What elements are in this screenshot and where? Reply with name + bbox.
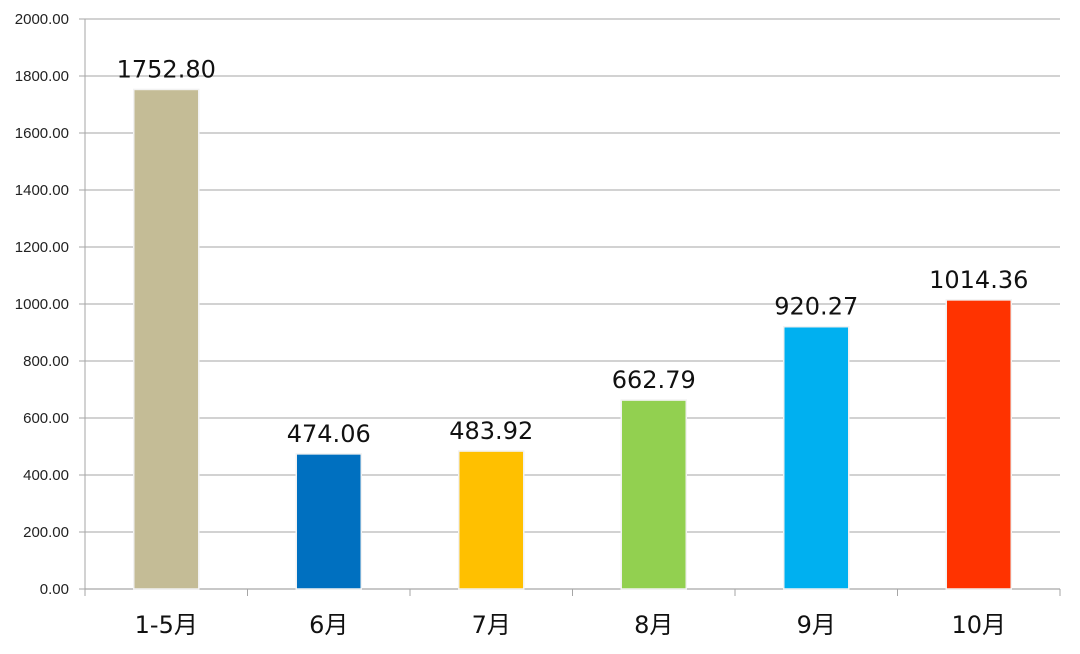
y-tick-label: 600.00	[23, 410, 69, 427]
x-tick-label: 10月	[951, 611, 1006, 639]
bar	[133, 88, 200, 590]
bar	[295, 453, 362, 590]
y-tick-label: 0.00	[40, 581, 69, 598]
axes	[79, 18, 1061, 596]
y-tick-label: 1600.00	[15, 125, 69, 142]
gridlines	[85, 18, 1060, 533]
y-tick-label: 1200.00	[15, 239, 69, 256]
x-tick-label: 8月	[634, 611, 673, 639]
y-tick-label: 1800.00	[15, 68, 69, 85]
bar	[945, 299, 1012, 590]
data-label: 483.92	[449, 417, 533, 445]
data-label: 1014.36	[929, 266, 1028, 294]
y-tick-label: 1400.00	[15, 182, 69, 199]
bars	[133, 88, 1012, 590]
x-tick-label: 9月	[797, 611, 836, 639]
x-tick-label: 7月	[472, 611, 511, 639]
data-label: 662.79	[612, 366, 696, 394]
y-tick-label: 200.00	[23, 524, 69, 541]
x-tick-label: 6月	[309, 611, 348, 639]
y-tick-label: 2000.00	[15, 11, 69, 28]
y-tick-label: 1000.00	[15, 296, 69, 313]
data-label: 920.27	[774, 293, 858, 321]
y-tick-label: 800.00	[23, 353, 69, 370]
bar	[458, 450, 525, 590]
data-label: 474.06	[287, 420, 371, 448]
bar	[620, 399, 687, 590]
bar	[783, 325, 850, 590]
x-tick-label: 1-5月	[135, 611, 198, 639]
y-tick-label: 400.00	[23, 467, 69, 484]
data-labels: 1752.80 474.06 483.92 662.79 920.27 1014.36	[117, 55, 1029, 447]
x-tick-labels: 1-5月 6月 7月 8月 9月 10月	[135, 611, 1006, 639]
data-label: 1752.80	[117, 55, 216, 83]
y-tick-labels: 0.00 200.00 400.00 600.00 800.00 1000.00 1200.…	[15, 11, 69, 598]
